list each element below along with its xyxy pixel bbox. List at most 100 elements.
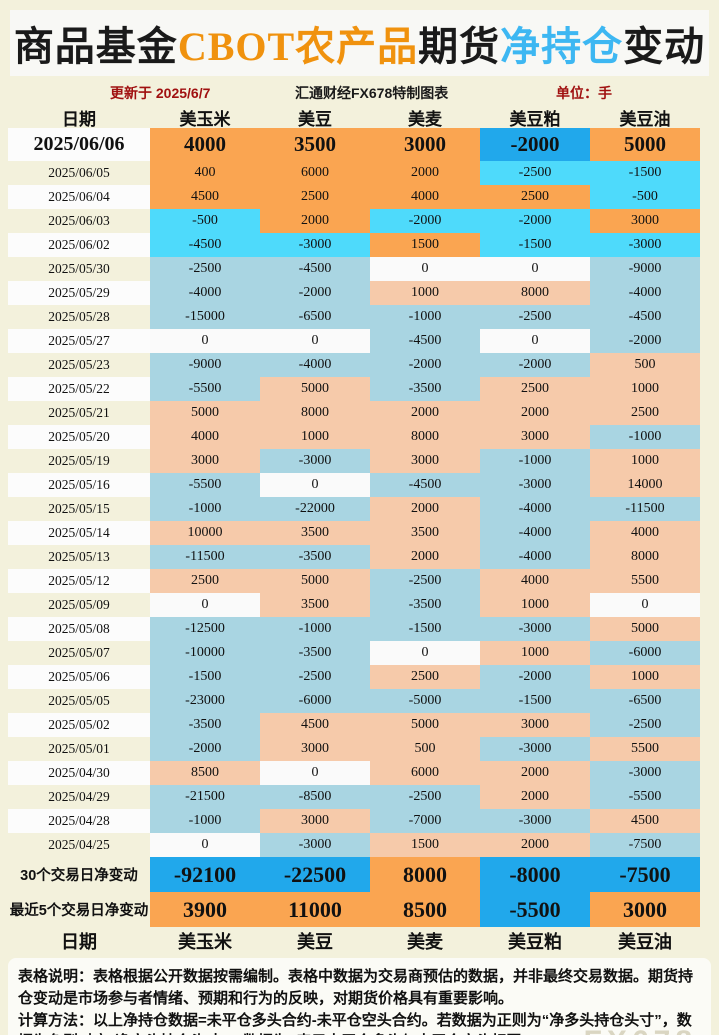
table-row: 2025/05/01 -2000 3000 500 -3000 5500 bbox=[8, 737, 700, 761]
value-cell: 2500 bbox=[480, 377, 590, 401]
value-cell: 1000 bbox=[480, 641, 590, 665]
date-cell: 2025/05/12 bbox=[8, 569, 150, 593]
value-cell: -3000 bbox=[590, 233, 700, 257]
value-cell: -3500 bbox=[260, 545, 370, 569]
value-cell: 2000 bbox=[480, 833, 590, 857]
value-cell: -4500 bbox=[150, 233, 260, 257]
value-cell: -1500 bbox=[480, 233, 590, 257]
value-cell: 4000 bbox=[150, 425, 260, 449]
value-cell: 1000 bbox=[480, 593, 590, 617]
source-label: 汇通财经FX678特制图表 bbox=[295, 85, 449, 101]
table-note: 表格说明：表格根据公开数据按需编制。表格中数据为交易商预估的数据，并非最终交易数… bbox=[18, 966, 701, 1010]
table-row: 2025/05/16 -5500 0 -4500 -3000 14000 bbox=[8, 473, 700, 497]
value-cell: 5000 bbox=[590, 128, 700, 161]
value-cell: 3000 bbox=[370, 128, 480, 161]
value-cell: -3500 bbox=[370, 377, 480, 401]
date-cell: 2025/04/28 bbox=[8, 809, 150, 833]
value-cell: -1000 bbox=[260, 617, 370, 641]
value-cell: 3500 bbox=[260, 521, 370, 545]
header-cell: 美豆油 bbox=[619, 110, 671, 129]
value-cell: -2000 bbox=[370, 209, 480, 233]
value-cell: 1000 bbox=[370, 281, 480, 305]
value-cell: -2500 bbox=[150, 257, 260, 281]
fx678-watermark: FX678 bbox=[584, 1025, 697, 1035]
date-cell: 2025/06/02 bbox=[8, 233, 150, 257]
value-cell: -6000 bbox=[590, 641, 700, 665]
summary-row: 最近5个交易日净变动 3900 11000 8500 -5500 3000 bbox=[8, 892, 700, 927]
table-row: 2025/05/07 -10000 -3500 0 1000 -6000 bbox=[8, 641, 700, 665]
table-row: 2025/06/04 4500 2500 4000 2500 -500 bbox=[8, 185, 700, 209]
value-cell: -6500 bbox=[590, 689, 700, 713]
positions-table: 日期 美玉米 美豆 美麦 美豆粕 美豆油 2025/06/06 4000 3500 3000 -2… bbox=[8, 105, 700, 954]
value-cell: -2000 bbox=[480, 353, 590, 377]
table-row: 2025/04/28 -1000 3000 -7000 -3000 4500 bbox=[8, 809, 700, 833]
summary-value-cell: 11000 bbox=[260, 892, 370, 927]
value-cell: -4000 bbox=[480, 497, 590, 521]
value-cell: -3000 bbox=[260, 449, 370, 473]
date-cell: 2025/05/06 bbox=[8, 665, 150, 689]
value-cell: -3500 bbox=[260, 641, 370, 665]
table-row: 2025/05/19 3000 -3000 3000 -1000 1000 bbox=[8, 449, 700, 473]
date-cell: 2025/05/14 bbox=[8, 521, 150, 545]
value-cell: 8000 bbox=[370, 425, 480, 449]
date-cell: 2025/05/21 bbox=[48, 405, 110, 420]
value-cell: -4000 bbox=[480, 521, 590, 545]
update-date-label: 更新于 2025/6/7 bbox=[110, 85, 211, 101]
value-cell: 8000 bbox=[260, 401, 370, 425]
value-cell: -4500 bbox=[590, 305, 700, 329]
value-cell: -2000 bbox=[480, 665, 590, 689]
value-cell: 2500 bbox=[370, 665, 480, 689]
footer-header-cell: 美豆粕 bbox=[508, 931, 562, 952]
footer-header-cell: 美豆 bbox=[297, 931, 333, 952]
value-cell: 3000 bbox=[480, 425, 590, 449]
value-cell: -2000 bbox=[370, 353, 480, 377]
date-cell: 2025/06/04 bbox=[8, 185, 150, 209]
summary-value-cell: -92100 bbox=[150, 857, 260, 892]
table-row: 2025/04/29 -21500 -8500 -2500 2000 -5500 bbox=[8, 785, 700, 809]
header-cell: 日期 bbox=[62, 110, 96, 129]
table-row: 2025/05/05 -23000 -6000 -5000 -1500 -6500 bbox=[8, 689, 700, 713]
value-cell: 14000 bbox=[590, 473, 700, 497]
value-cell: 3000 bbox=[370, 449, 480, 473]
value-cell: -3000 bbox=[260, 233, 370, 257]
value-cell: 6000 bbox=[370, 761, 480, 785]
value-cell: 2000 bbox=[480, 785, 590, 809]
value-cell: -4000 bbox=[260, 353, 370, 377]
value-cell: 4000 bbox=[590, 521, 700, 545]
table-row: 2025/06/06 4000 3500 3000 -2000 5000 bbox=[8, 128, 700, 161]
value-cell: -11500 bbox=[590, 497, 700, 521]
summary-value-cell: 8500 bbox=[370, 892, 480, 927]
value-cell: -3000 bbox=[260, 833, 370, 857]
summary-value-cell: -7500 bbox=[590, 857, 700, 892]
value-cell: 5000 bbox=[260, 569, 370, 593]
date-cell: 2025/05/27 bbox=[8, 329, 150, 353]
table-row: 2025/05/13 -11500 -3500 2000 -4000 8000 bbox=[8, 545, 700, 569]
value-cell: -6500 bbox=[260, 305, 370, 329]
title-segment: 净持仓 bbox=[500, 24, 624, 69]
table-row: 2025/04/30 8500 0 6000 2000 -3000 bbox=[8, 761, 700, 785]
date-cell: 2025/05/07 bbox=[48, 645, 110, 660]
summary-value-cell: -5500 bbox=[480, 892, 590, 927]
table-row: 2025/06/05 400 6000 2000 -2500 -1500 bbox=[8, 161, 700, 185]
value-cell: -8500 bbox=[260, 785, 370, 809]
header-cell: 美豆粕 bbox=[509, 110, 561, 129]
value-cell: -1000 bbox=[150, 809, 260, 833]
table-row: 2025/05/21 5000 8000 2000 2000 2500 bbox=[8, 401, 700, 425]
table-row: 2025/05/08 -12500 -1000 -1500 -3000 5000 bbox=[8, 617, 700, 641]
value-cell: 2500 bbox=[480, 185, 590, 209]
value-cell: -5500 bbox=[150, 473, 260, 497]
value-cell: -9000 bbox=[150, 353, 260, 377]
date-cell: 2025/04/29 bbox=[48, 789, 110, 804]
value-cell: 500 bbox=[590, 353, 700, 377]
value-cell: -500 bbox=[150, 209, 260, 233]
table-row: 2025/05/14 10000 3500 3500 -4000 4000 bbox=[8, 521, 700, 545]
value-cell: 1000 bbox=[590, 665, 700, 689]
value-cell: 4500 bbox=[150, 185, 260, 209]
value-cell: 4000 bbox=[480, 569, 590, 593]
value-cell: -2500 bbox=[590, 713, 700, 737]
date-cell: 2025/05/08 bbox=[8, 617, 150, 641]
value-cell: -15000 bbox=[150, 305, 260, 329]
summary-row: 30个交易日净变动 -92100 -22500 8000 -8000 -7500 bbox=[8, 857, 700, 892]
value-cell: 0 bbox=[260, 761, 370, 785]
summary-value-cell: 3000 bbox=[590, 892, 700, 927]
